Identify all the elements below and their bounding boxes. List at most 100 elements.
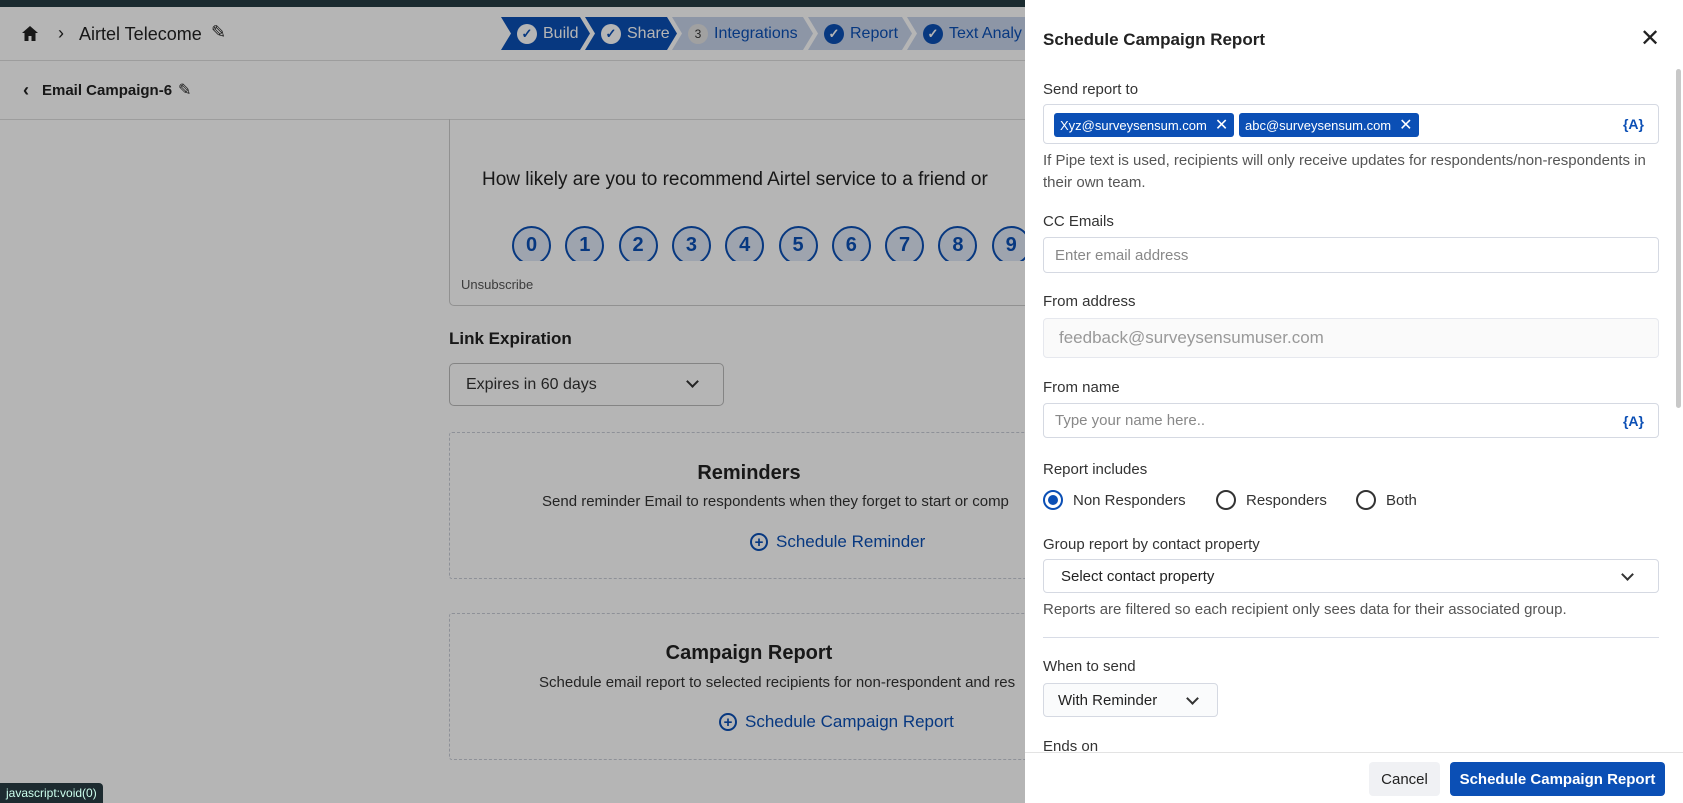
- nps-option-0[interactable]: 0: [512, 226, 551, 261]
- nps-option-2[interactable]: 2: [618, 226, 658, 261]
- radio-non-responders[interactable]: Non Responders: [1043, 490, 1186, 510]
- step-share[interactable]: ✓ Share: [585, 17, 677, 50]
- radio-icon: [1216, 490, 1236, 510]
- header-divider: [0, 60, 1683, 61]
- radio-responders[interactable]: Responders: [1216, 490, 1327, 510]
- status-bar-url: javascript:void(0): [0, 783, 103, 803]
- nps-option-4[interactable]: 4: [725, 226, 765, 261]
- schedule-report-drawer: Schedule Campaign Report ✕ Send report t…: [1025, 0, 1683, 803]
- contact-property-select[interactable]: Select contact property: [1043, 559, 1659, 593]
- nps-question: How likely are you to recommend Airtel s…: [482, 169, 988, 190]
- schedule-campaign-report-label: Schedule Campaign Report: [745, 712, 954, 731]
- check-icon: ✓: [517, 24, 537, 44]
- nps-option-5[interactable]: 5: [778, 226, 818, 261]
- section-divider: [1043, 637, 1659, 638]
- campaign-report-box: [449, 613, 1049, 760]
- contact-property-value: Select contact property: [1061, 567, 1215, 585]
- step-label: Build: [543, 24, 579, 42]
- edit-campaign-icon[interactable]: ✎: [178, 82, 192, 99]
- cc-emails-input[interactable]: Enter email address: [1043, 237, 1659, 273]
- when-to-send-value: With Reminder: [1058, 691, 1158, 709]
- from-name-input[interactable]: Type your name here.. {A}: [1043, 403, 1659, 438]
- group-help-text: Reports are filtered so each recipient o…: [1043, 601, 1567, 618]
- browser-top-bar: [0, 0, 1683, 7]
- radio-selected-icon: [1043, 490, 1063, 510]
- subheader-divider: [0, 119, 1683, 120]
- campaign-title: Email Campaign-6: [42, 82, 173, 99]
- from-address-label: From address: [1043, 293, 1136, 310]
- from-name-label: From name: [1043, 379, 1120, 396]
- radio-both[interactable]: Both: [1356, 490, 1417, 510]
- plus-circle-icon: +: [719, 713, 737, 731]
- step-number: 3: [688, 24, 708, 44]
- recipient-email: abc@surveysensum.com: [1245, 117, 1392, 133]
- remove-chip-icon[interactable]: ✕: [1399, 117, 1413, 134]
- remove-chip-icon[interactable]: ✕: [1214, 117, 1229, 134]
- recipient-chip: abc@surveysensum.com ✕: [1239, 113, 1419, 137]
- edit-pencil-icon[interactable]: ✎: [211, 22, 227, 42]
- when-to-send-select[interactable]: With Reminder: [1043, 683, 1218, 717]
- cancel-button[interactable]: Cancel: [1369, 762, 1440, 796]
- step-report[interactable]: ✓ Report: [808, 17, 912, 50]
- breadcrumb-separator-icon: ›: [58, 23, 64, 43]
- breadcrumb-project[interactable]: Airtel Telecome: [79, 24, 202, 44]
- nps-option-7[interactable]: 7: [885, 226, 925, 261]
- nps-option-1[interactable]: 1: [565, 226, 605, 261]
- nps-option-6[interactable]: 6: [831, 226, 871, 261]
- campaign-report-title: Campaign Report: [665, 642, 833, 664]
- step-label: Report: [850, 24, 899, 42]
- group-label: Group report by contact property: [1043, 536, 1260, 553]
- from-address-input: feedback@surveysensumuser.com: [1043, 318, 1659, 358]
- plus-circle-icon: +: [750, 533, 768, 551]
- step-integrations[interactable]: 3 Integrations: [672, 17, 813, 50]
- unsubscribe-link[interactable]: Unsubscribe: [461, 277, 534, 292]
- step-text-analytics[interactable]: ✓ Text Analy: [907, 17, 1037, 50]
- check-icon: ✓: [923, 24, 943, 44]
- from-name-placeholder: Type your name here..: [1055, 412, 1206, 429]
- schedule-campaign-report-link[interactable]: + Schedule Campaign Report: [719, 712, 954, 732]
- link-expiration-select[interactable]: Expires in 60 days: [449, 363, 724, 406]
- close-icon[interactable]: ✕: [1640, 25, 1661, 52]
- step-build[interactable]: ✓ Build: [501, 17, 590, 50]
- link-expiration-label: Link Expiration: [449, 329, 572, 348]
- ends-on-label: Ends on: [1043, 738, 1099, 752]
- pipe-text-icon[interactable]: {A}: [1622, 116, 1644, 132]
- back-chevron-icon[interactable]: ‹: [23, 80, 29, 100]
- modal-backdrop[interactable]: [0, 0, 1025, 803]
- recipients-input[interactable]: Xyz@surveysensum.com ✕ abc@surveysensum.c…: [1043, 104, 1659, 144]
- nps-option-9[interactable]: 9: [991, 226, 1031, 261]
- from-address-value: feedback@surveysensumuser.com: [1059, 328, 1324, 347]
- drawer-scrollbar[interactable]: [1676, 69, 1681, 408]
- when-to-send-label: When to send: [1043, 658, 1136, 675]
- nps-option-8[interactable]: 8: [938, 226, 978, 261]
- schedule-campaign-report-button[interactable]: Schedule Campaign Report: [1450, 762, 1665, 796]
- check-icon: ✓: [824, 24, 844, 44]
- drawer-footer: Cancel Schedule Campaign Report: [1025, 752, 1683, 803]
- pipe-text-icon[interactable]: {A}: [1622, 412, 1644, 429]
- check-icon: ✓: [601, 24, 621, 44]
- radio-label: Responders: [1246, 491, 1327, 509]
- chevron-down-icon: [1621, 568, 1634, 581]
- reminders-title: Reminders: [697, 462, 801, 484]
- step-label: Share: [627, 24, 670, 42]
- link-expiration-value: Expires in 60 days: [466, 376, 597, 393]
- home-icon[interactable]: [21, 25, 39, 42]
- reminders-box: [449, 432, 1049, 579]
- pipe-help-text: If Pipe text is used, recipients will on…: [1043, 152, 1646, 191]
- radio-icon: [1356, 490, 1376, 510]
- report-includes-label: Report includes: [1043, 461, 1148, 478]
- recipient-email: Xyz@surveysensum.com: [1060, 117, 1207, 133]
- schedule-reminder-label: Schedule Reminder: [776, 532, 926, 551]
- nps-option-3[interactable]: 3: [671, 226, 711, 261]
- campaign-report-description: Schedule email report to selected recipi…: [539, 674, 1016, 691]
- send-to-label: Send report to: [1043, 81, 1139, 98]
- drawer-title: Schedule Campaign Report: [1043, 30, 1265, 49]
- schedule-reminder-link[interactable]: + Schedule Reminder: [750, 532, 925, 552]
- cc-placeholder: Enter email address: [1055, 246, 1189, 264]
- cc-label: CC Emails: [1043, 213, 1114, 230]
- recipient-chip: Xyz@surveysensum.com ✕: [1054, 113, 1235, 137]
- chevron-down-icon: [1186, 692, 1199, 705]
- radio-label: Non Responders: [1073, 491, 1186, 509]
- radio-label: Both: [1386, 491, 1417, 509]
